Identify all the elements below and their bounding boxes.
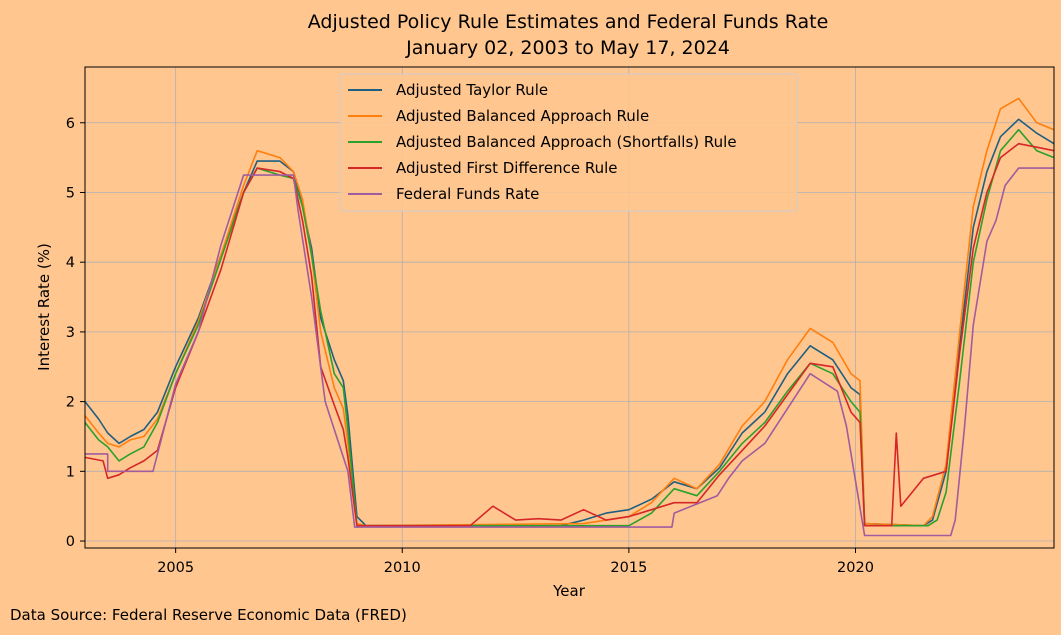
x-tick-label: 2015 (610, 560, 647, 576)
legend-label: Adjusted Balanced Approach Rule (396, 107, 649, 125)
series-line-1 (84, 118, 1055, 527)
y-tick-label: 5 (66, 185, 75, 201)
legend-frame (339, 73, 798, 212)
series-lines (84, 97, 1055, 537)
data-source-note: Data Source: Federal Reserve Economic Da… (10, 606, 407, 624)
legend-label: Adjusted Balanced Approach (Shortfalls) … (396, 133, 737, 151)
series-line-5 (85, 167, 1054, 537)
y-tick-label: 4 (66, 255, 75, 271)
y-tick-label: 0 (66, 534, 75, 550)
chart-title: Adjusted Policy Rule Estimates and Feder… (308, 11, 829, 33)
y-tick-label: 1 (66, 464, 75, 480)
plot-frame (84, 66, 1055, 549)
y-tick-label: 3 (66, 325, 75, 341)
x-tick-label: 2005 (157, 560, 194, 576)
series-line-4 (84, 142, 1055, 527)
legend-label: Adjusted First Difference Rule (396, 159, 618, 177)
legend-label: Federal Funds Rate (396, 185, 539, 203)
y-axis-label: Interest Rate (%) (35, 243, 53, 371)
legend: Adjusted Taylor Rule Adjusted Balanced Ap… (339, 73, 798, 212)
x-tick-label: 2010 (384, 560, 421, 576)
x-tick-label: 2020 (837, 560, 874, 576)
x-axis-label: Year (552, 582, 586, 600)
chart-subtitle: January 02, 2003 to May 17, 2024 (405, 37, 730, 59)
legend-label: Adjusted Taylor Rule (396, 81, 548, 99)
series-line-3 (84, 128, 1055, 527)
y-tick-label: 6 (66, 116, 75, 132)
y-axis: 0 1 2 3 4 5 6 (66, 116, 85, 550)
x-axis: 2005 2010 2015 2020 (157, 548, 874, 576)
y-tick-label: 2 (66, 395, 75, 411)
